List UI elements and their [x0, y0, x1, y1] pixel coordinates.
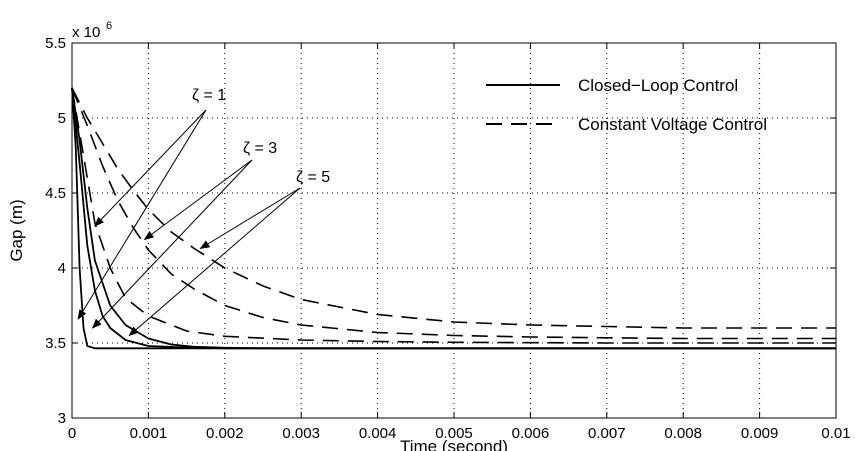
x-tick-label: 0.01 [821, 425, 850, 442]
constant-voltage-curve-2 [71, 87, 836, 340]
annotation-arrow [199, 187, 301, 250]
legend-label: Constant Voltage Control [578, 115, 767, 134]
y-tick-label: 5 [58, 110, 66, 127]
x-axis-label: Time (second) [400, 437, 508, 451]
y-axis-label: Gap (m) [7, 199, 26, 261]
x-tick-label: 0.009 [741, 425, 779, 442]
annotation-label: ζ = 1 [192, 87, 226, 104]
legend-label: Closed−Loop Control [578, 76, 738, 95]
y-tick-label: 3 [58, 410, 66, 427]
annotation-label: ζ = 3 [243, 140, 277, 157]
annotation-arrow [128, 187, 301, 337]
x-tick-label: 0.008 [664, 425, 702, 442]
x-tick-label: 0 [68, 425, 76, 442]
y-tick-label: 3.5 [45, 335, 66, 352]
axis-ticks: 0 0.001 0.002 0.003 0.004 0.005 0.006 0.007 0.00… [45, 35, 850, 442]
annotation-arrow [143, 159, 253, 241]
y-multiplier-exponent: 6 [106, 20, 112, 32]
legend: Closed−Loop Control Constant Voltage Cont… [486, 76, 767, 134]
x-tick-label: 0.005 [435, 425, 473, 442]
y-tick-label: 4 [58, 260, 66, 277]
constant-voltage-curve-3 [71, 87, 836, 329]
annotation-arrow [91, 159, 253, 329]
y-multiplier-label: x 10 [72, 24, 100, 41]
x-tick-label: 0.004 [359, 425, 397, 442]
x-tick-label: 0.001 [130, 425, 168, 442]
x-tick-label: 0.006 [512, 425, 550, 442]
x-tick-label: 0.007 [588, 425, 626, 442]
annotation-arrow [94, 109, 207, 227]
annotation-arrow [77, 109, 207, 320]
x-tick-label: 0.003 [282, 425, 320, 442]
y-multiplier: x 10 6 [72, 20, 112, 41]
annotations: ζ = 1 ζ = 3 ζ = 5 [77, 87, 330, 337]
y-tick-label: 5.5 [45, 35, 66, 52]
annotation-label: ζ = 5 [296, 169, 330, 186]
closed-loop-curve-1 [71, 87, 836, 350]
y-tick-label: 4.5 [45, 185, 66, 202]
x-tick-label: 0.002 [206, 425, 244, 442]
